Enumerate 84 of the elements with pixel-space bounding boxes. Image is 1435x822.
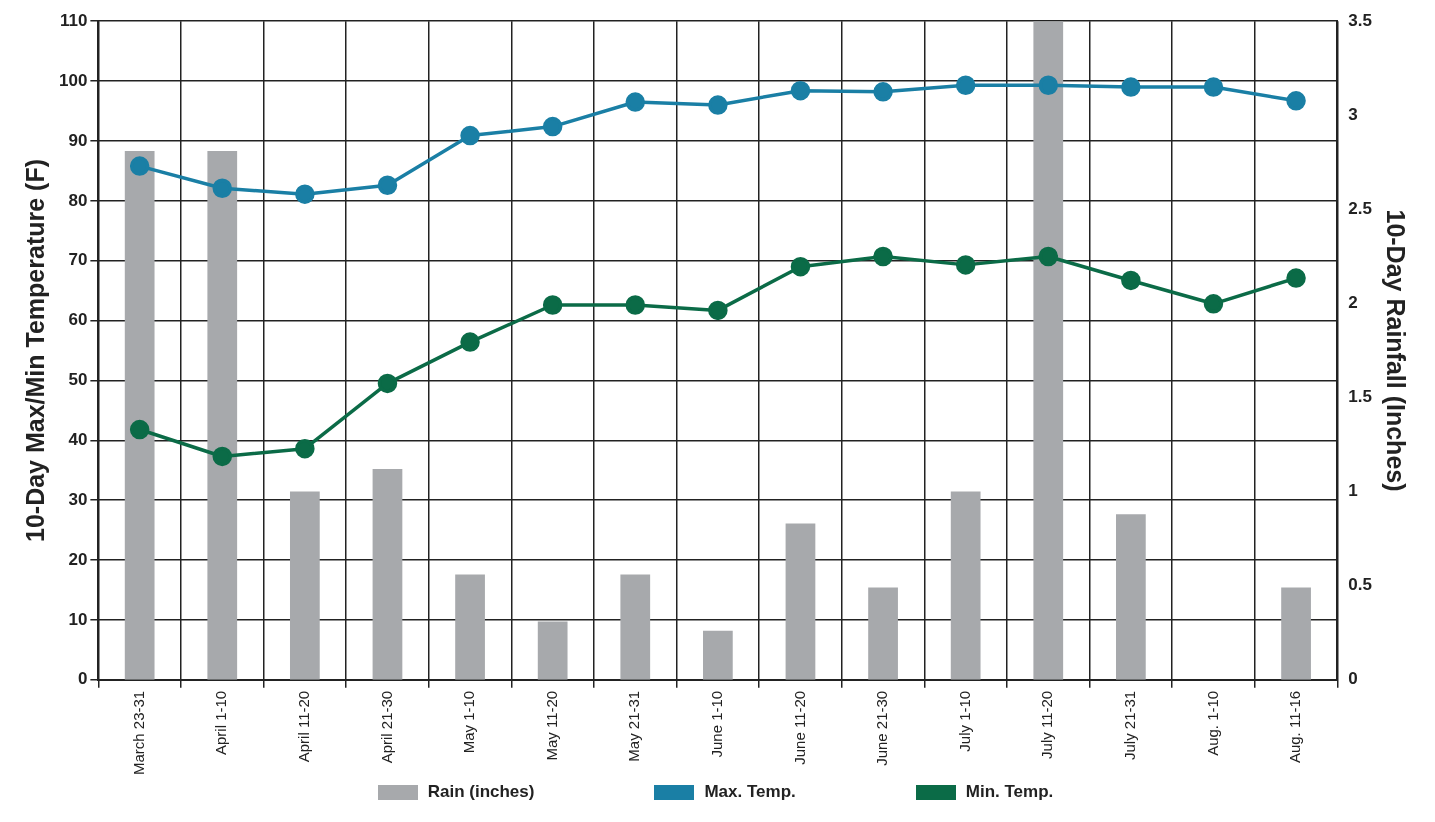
y2-tick-label: 0 [1348, 669, 1358, 689]
point [708, 95, 728, 115]
bar [455, 574, 485, 680]
bar [785, 523, 816, 680]
point [708, 300, 728, 321]
point [377, 175, 398, 195]
y-tick-label: 110 [59, 10, 88, 30]
legend-label: Min. Temp. [965, 782, 1054, 802]
y-tick-label: 50 [68, 370, 88, 390]
x-tick-label: May 1-10 [460, 690, 478, 754]
x-tick-label: April 21-30 [377, 690, 395, 764]
y-tick-label: 0 [77, 669, 88, 689]
point [625, 92, 646, 112]
x-tick-label: July 11-20 [1038, 690, 1056, 759]
y2-tick-label: 1.5 [1348, 387, 1373, 407]
bar [703, 630, 733, 680]
y-tick-label: 20 [68, 549, 88, 569]
point [460, 332, 480, 352]
x-tick-label: June 1-10 [708, 690, 726, 758]
x-tick-label: April 11-20 [295, 690, 313, 763]
point [212, 446, 233, 467]
y2-tick-label: 3 [1348, 104, 1358, 124]
point [1203, 294, 1224, 314]
point [873, 246, 893, 267]
y2-tick-label: 0.5 [1348, 575, 1373, 595]
y2-tick-label: 3.5 [1348, 10, 1373, 30]
point [1038, 75, 1059, 96]
y2-tick-label: 2 [1348, 293, 1358, 313]
point [790, 256, 811, 277]
bar [1116, 514, 1146, 680]
point [295, 184, 315, 204]
point [1121, 270, 1141, 291]
y-tick-label: 40 [68, 429, 88, 449]
point [295, 438, 315, 459]
x-tick-label: May 11-20 [542, 690, 560, 761]
point [542, 116, 563, 137]
y-tick-label: 30 [68, 489, 88, 509]
legend-label: Rain (inches) [427, 782, 535, 802]
point [955, 255, 976, 275]
point [460, 125, 480, 146]
point [1121, 77, 1141, 97]
bar [290, 491, 320, 680]
y-axis-title: 10-Day Max/Min Temperature (F) [20, 159, 49, 542]
point [129, 156, 150, 176]
y-tick-label: 70 [68, 250, 88, 270]
y-tick-label: 100 [58, 70, 88, 90]
bar [950, 491, 981, 680]
point [377, 373, 398, 394]
point [129, 419, 150, 440]
y2-tick-label: 2.5 [1348, 199, 1373, 219]
x-tick-label: May 21-31 [625, 690, 643, 762]
bar [207, 151, 238, 680]
point [1286, 91, 1306, 111]
legend-label: Max. Temp. [704, 782, 796, 802]
point [1286, 268, 1306, 288]
bar [1033, 21, 1064, 680]
x-tick-label: March 23-31 [129, 690, 147, 776]
bar [868, 587, 898, 680]
point [790, 80, 811, 101]
y2-axis-title: 10-Day Rainfall (Inches) [1382, 209, 1411, 492]
point [542, 295, 563, 315]
x-tick-label: July 1-10 [955, 690, 973, 752]
x-tick-label: Aug. 11-16 [1286, 690, 1304, 764]
bar [1281, 587, 1311, 680]
point [955, 75, 976, 96]
x-tick-label: June 21-30 [873, 690, 891, 766]
bar [124, 151, 155, 680]
y-tick-label: 10 [68, 609, 88, 629]
point [1038, 246, 1059, 267]
x-tick-label: July 21-31 [1121, 690, 1139, 761]
point [625, 295, 646, 315]
bar [537, 621, 568, 680]
x-tick-label: Aug. 1-10 [1203, 690, 1221, 756]
x-tick-label: April 1-10 [212, 690, 230, 755]
y-tick-label: 80 [68, 190, 88, 210]
y-tick-label: 90 [68, 130, 88, 150]
point [212, 178, 233, 198]
bar [620, 574, 651, 680]
point [1203, 77, 1224, 97]
y2-tick-label: 1 [1348, 481, 1358, 501]
bar [372, 469, 403, 680]
point [873, 82, 893, 102]
x-tick-label: June 11-20 [790, 690, 808, 765]
y-tick-label: 60 [68, 310, 88, 330]
